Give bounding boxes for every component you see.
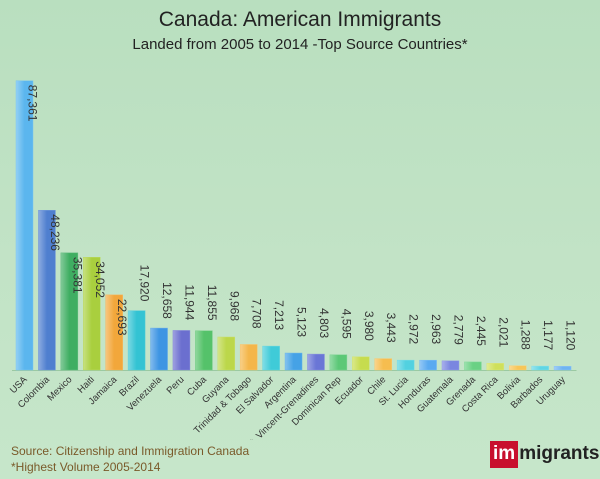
value-label-venezuela: 12,658 xyxy=(160,282,174,319)
value-label-dominican-rep: 4,595 xyxy=(339,309,353,339)
bar-haiti xyxy=(83,257,101,371)
bar-colombia xyxy=(38,210,56,371)
value-label-el-salvador: 7,213 xyxy=(272,300,286,330)
logo-mark: im xyxy=(490,440,519,468)
value-label-costa-rica: 2,021 xyxy=(496,317,510,347)
category-label-mexico: Mexico xyxy=(45,374,74,403)
bar-honduras xyxy=(419,359,437,371)
value-label-uruguay: 1,120 xyxy=(564,320,578,350)
value-label-barbados: 1,177 xyxy=(541,320,555,350)
bar-el-salvador xyxy=(262,345,280,371)
bar-barbados xyxy=(531,365,549,371)
bar-usa xyxy=(15,80,34,371)
footnote: *Highest Volume 2005-2014 xyxy=(11,460,161,474)
bar-grenada xyxy=(464,361,482,371)
value-label-grenada: 2,445 xyxy=(474,316,488,346)
bar-venezuela xyxy=(150,327,168,371)
chart-title: Canada: American Immigrants xyxy=(158,8,442,31)
bar-uruguay xyxy=(553,366,572,371)
bar-ecuador xyxy=(352,356,370,371)
bar-st-vincent-grenadines xyxy=(307,353,325,371)
value-label-usa: 87,361 xyxy=(26,85,40,122)
bars-group xyxy=(15,80,572,371)
value-label-argentina: 5,123 xyxy=(295,307,309,337)
value-label-trinidad-tobago: 7,708 xyxy=(250,298,264,328)
value-label-peru: 11,944 xyxy=(182,284,196,320)
bar-cuba xyxy=(195,330,213,371)
value-label-chile: 3,443 xyxy=(384,313,398,343)
bar-jamaica xyxy=(105,294,123,371)
bar-brazil xyxy=(127,310,146,371)
value-label-haiti: 34,052 xyxy=(93,261,107,298)
bar-trinidad-tobago xyxy=(239,344,258,371)
value-label-bolivia: 1,288 xyxy=(519,320,533,350)
bar-argentina xyxy=(284,352,303,371)
bar-bolivia xyxy=(508,365,527,371)
bar-st-lucia xyxy=(396,359,415,371)
immigrants-logo: im migrants xyxy=(490,440,599,468)
source-note: Source: Citizenship and Immigration Cana… xyxy=(11,444,250,458)
bar-chart: 87,361 48,236 35,381 34,052 22,693 17,920 12,6… xyxy=(8,80,578,440)
value-label-cuba: 11,855 xyxy=(205,285,219,321)
value-label-brazil: 17,920 xyxy=(138,265,152,302)
value-label-ecuador: 3,980 xyxy=(362,311,376,341)
bar-guatemala xyxy=(441,360,460,371)
bar-dominican-rep xyxy=(329,354,348,371)
value-label-guyana: 9,968 xyxy=(227,291,241,321)
value-label-honduras: 2,963 xyxy=(429,314,443,344)
value-label-st-lucia: 2,972 xyxy=(407,314,421,344)
value-label-jamaica: 22,693 xyxy=(115,299,129,336)
value-label-guatemala: 2,779 xyxy=(451,315,465,345)
chart-subtitle: Landed from 2005 to 2014 -Top Source Cou… xyxy=(132,36,468,53)
bar-peru xyxy=(172,330,191,371)
bar-costa-rica xyxy=(486,363,505,371)
bar-guyana xyxy=(217,336,236,371)
category-label-peru: Peru xyxy=(165,374,187,396)
value-label-mexico: 35,381 xyxy=(70,257,84,294)
value-labels-group: 87,361 48,236 35,381 34,052 22,693 17,920 12,6… xyxy=(26,85,578,351)
bar-mexico xyxy=(60,252,79,371)
logo-wordmark: migrants xyxy=(519,443,600,464)
bar-chile xyxy=(374,358,392,371)
value-label-st-vincent-grenadines: 4,803 xyxy=(317,308,331,338)
value-label-colombia: 48,236 xyxy=(48,214,62,251)
